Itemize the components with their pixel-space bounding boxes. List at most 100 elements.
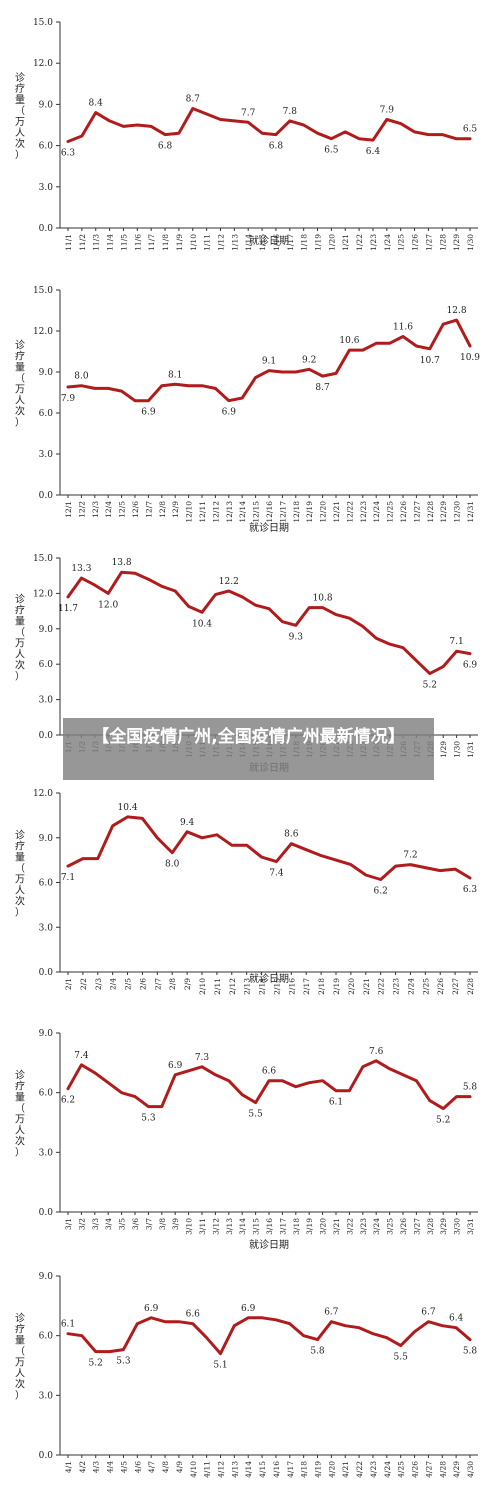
data-point (371, 138, 375, 142)
x-tick-label: 3/30 (453, 1218, 462, 1235)
y-tick-label: 15.0 (33, 286, 53, 296)
data-point (321, 374, 324, 378)
data-point (80, 384, 83, 387)
x-tick-label: 12/2 (77, 501, 86, 518)
x-tick-label: 2/20 (347, 978, 356, 995)
x-tick-label: 4/30 (466, 1461, 475, 1478)
y-tick-label: 0.0 (39, 731, 54, 741)
data-label: 5.8 (463, 1347, 478, 1357)
data-label: 7.7 (241, 108, 256, 118)
y-tick-label: 9.0 (39, 625, 54, 635)
data-label: 7.1 (61, 873, 75, 883)
data-point (177, 132, 181, 135)
x-tick-label: 2/19 (332, 978, 341, 995)
data-point (133, 1095, 137, 1098)
x-tick-label: 4/17 (286, 1461, 295, 1478)
y-axis-label-char: 万 (15, 639, 25, 650)
x-tick-label: 4/25 (397, 1461, 406, 1478)
y-axis-label-char: 万 (15, 117, 25, 128)
data-point (160, 1105, 163, 1108)
chart-nov: 0.0 3.0 6.0 9.0 12.0 15.0 诊疗量（万人次） 11/1 11/2 11/3… (15, 18, 478, 250)
data-point (133, 572, 137, 575)
x-tick-label: 1/31 (466, 741, 475, 758)
data-point (260, 855, 263, 859)
x-tick-label: 3/3 (91, 1218, 100, 1230)
y-tick-label: 9.0 (39, 368, 54, 378)
data-point (187, 605, 190, 608)
x-tick-label: 4/11 (203, 1461, 212, 1478)
y-axis-label-char: 次 (15, 1135, 25, 1148)
x-tick-label: 12/16 (265, 501, 274, 523)
x-tick-label: 12/11 (198, 501, 207, 523)
y-axis-label-char: 量 (15, 362, 25, 374)
data-point (66, 140, 70, 143)
data-point (80, 1063, 83, 1067)
x-tick-label: 4/22 (355, 1461, 364, 1478)
series-line (66, 570, 472, 676)
chart-apr: 0.0 3.0 6.0 9.0 诊疗量（万人次） 4/1 4/2 4/3 4/4 4/5 4/6 4/… (15, 1272, 478, 1478)
y-tick-label: 9.0 (39, 834, 54, 844)
x-tick-label: 11/9 (175, 234, 184, 250)
y-axis-label-char: 次 (15, 895, 25, 908)
data-point (141, 817, 144, 820)
data-point (260, 132, 264, 135)
series-line (66, 815, 472, 881)
x-tick-label: 12/3 (91, 501, 100, 518)
y-axis-label-char: 诊 (15, 339, 25, 352)
chart-mar: 0.0 3.0 6.0 9.0 诊疗量（万人次） 3/1 3/2 3/3 3/4 3/5 3/6 3/… (15, 1029, 478, 1251)
data-point (394, 864, 397, 868)
data-point (439, 869, 442, 872)
data-point (187, 384, 190, 387)
data-point (361, 1065, 364, 1069)
data-point (375, 637, 378, 640)
data-label: 7.2 (403, 851, 417, 861)
x-tick-label: 3/25 (386, 1218, 395, 1235)
x-tick-label: 2/12 (228, 978, 237, 995)
x-tick-label: 2/28 (466, 978, 475, 995)
y-axis-label-char: （ (15, 105, 25, 117)
data-label: 6.7 (324, 1308, 339, 1318)
data-point (290, 842, 293, 845)
data-point (361, 625, 364, 628)
x-tick-label: 4/26 (411, 1461, 420, 1478)
x-tick-label: 3/13 (225, 1218, 234, 1235)
data-point (388, 1067, 391, 1070)
chart-panel-nov: 0.0 3.0 6.0 9.0 12.0 15.0 诊疗量（万人次） 11/1 11/2 11/3… (0, 0, 500, 250)
data-point (108, 1350, 111, 1353)
y-axis-label-char: （ (15, 863, 25, 875)
data-label: 6.9 (141, 408, 156, 418)
data-label: 6.8 (158, 142, 173, 152)
x-tick-label: 11/22 (355, 234, 364, 250)
data-point (187, 1069, 190, 1072)
y-axis-label-char: 疗 (15, 82, 25, 95)
data-point (171, 851, 174, 854)
data-label: 6.4 (366, 147, 381, 157)
data-label: 10.9 (460, 353, 480, 363)
data-point (200, 836, 204, 839)
data-point (427, 133, 430, 136)
data-label: 7.9 (61, 394, 76, 404)
data-point (136, 123, 139, 127)
data-point (219, 1352, 222, 1355)
data-point (275, 860, 278, 863)
data-point (205, 112, 208, 116)
data-label: 7.4 (74, 1051, 89, 1061)
data-point (93, 387, 97, 390)
x-tick-label: 4/3 (92, 1461, 101, 1473)
x-tick-label: 12/15 (252, 501, 261, 523)
data-point (415, 344, 418, 348)
data-point (330, 1320, 333, 1323)
x-axis-label: 就诊日期 (249, 972, 289, 985)
data-point (147, 399, 150, 402)
data-point (453, 867, 457, 871)
data-label: 5.8 (310, 1347, 325, 1357)
data-point (413, 1330, 416, 1333)
chart-dec: 0.0 3.0 6.0 9.0 12.0 15.0 诊疗量（万人次） 12/1 12/2 12/3… (15, 286, 480, 534)
x-tick-label: 3/27 (412, 1218, 421, 1235)
y-axis-label-char: 人 (15, 885, 25, 897)
x-tick-label: 12/17 (278, 501, 287, 523)
x-tick-label: 4/9 (175, 1461, 184, 1473)
x-tick-label: 11/30 (466, 234, 475, 250)
data-label: 6.6 (262, 1067, 277, 1077)
x-tick-label: 12/1 (64, 501, 73, 518)
